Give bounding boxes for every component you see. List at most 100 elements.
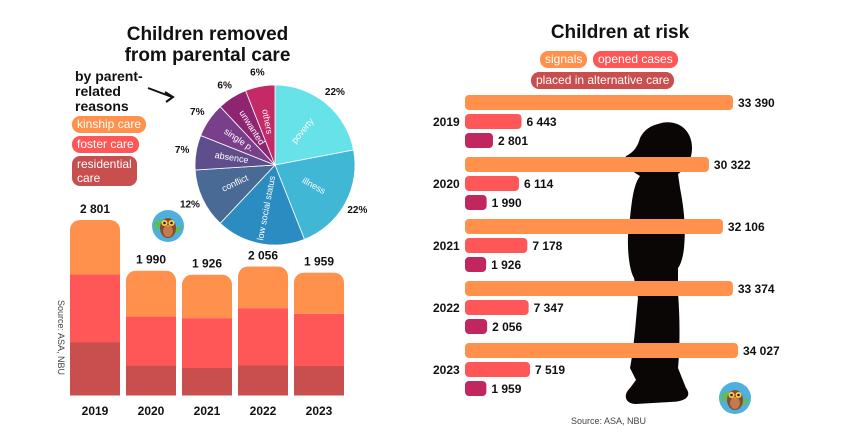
bar-segment-kinship-care	[294, 272, 344, 314]
x-tick-label: 2023	[306, 404, 333, 418]
pie-value-label: 7%	[190, 107, 205, 118]
title-line-2: from parental care	[124, 45, 291, 66]
hbar-value-label: 33 374	[738, 282, 775, 296]
x-tick-label: 2020	[138, 404, 165, 418]
pie-value-label: 22%	[347, 205, 367, 216]
y-tick-label: 2021	[433, 239, 460, 253]
pie-value-label: 12%	[180, 200, 200, 211]
hbar-placed-in-alternative-care-2021	[465, 257, 487, 272]
bar-total-label: 1 959	[304, 255, 334, 269]
y-tick-label: 2020	[433, 177, 460, 191]
hbar-placed-in-alternative-care-2023	[465, 381, 487, 396]
hbar-opened-cases-2020	[465, 176, 519, 191]
bar-segment-kinship-care	[182, 274, 232, 319]
y-tick-label: 2022	[433, 301, 460, 315]
title-line-1: Children removed	[126, 24, 289, 45]
bar-segment-foster-care	[238, 308, 288, 366]
bar-total-label: 2 801	[80, 202, 110, 216]
pie-category-label: others	[260, 108, 275, 135]
pie-slice-low-social-status	[219, 164, 305, 246]
hbar-value-label: 2 801	[498, 134, 528, 148]
bar-total-label: 2 056	[248, 249, 278, 263]
right-source: Source: ASA, NBU	[571, 416, 647, 426]
arrow-icon	[147, 87, 175, 103]
hbar-value-label: 33 390	[738, 96, 775, 110]
left-source: Source: ASA, NBU	[56, 300, 66, 376]
bar-segment-residential-care	[294, 365, 344, 396]
hbar-value-label: 1 990	[492, 196, 522, 210]
pie-value-label: 22%	[325, 87, 345, 98]
pie-value-label: 6%	[217, 80, 232, 91]
hbar-value-label: 32 106	[728, 220, 765, 234]
right-chart-title: Children at risk	[550, 22, 690, 43]
hbar-value-label: 34 027	[743, 344, 780, 358]
y-tick-label: 2019	[433, 115, 460, 129]
legend-foster-care: foster care	[72, 136, 139, 153]
stacked-bar-chart: 2 801 2019 1 990 2020 1 926 2021 2 056 2022 1 95…	[70, 202, 344, 418]
hbar-signals-2019	[465, 95, 733, 110]
pie-value-label: 6%	[250, 67, 265, 78]
pie-slice-poverty	[274, 84, 355, 166]
stacked-bar-2019	[70, 220, 120, 396]
bar-segment-foster-care	[182, 318, 232, 369]
hbar-placed-in-alternative-care-2020	[465, 195, 487, 210]
pie-subtitle: by parent- related reasons	[75, 69, 143, 114]
stacked-bar-2022	[238, 266, 288, 396]
hbar-signals-2020	[465, 157, 709, 172]
hbar-value-label: 30 322	[714, 158, 751, 172]
bar-segment-foster-care	[126, 316, 176, 366]
hbar-value-label: 7 178	[532, 239, 562, 253]
hbar-signals-2022	[465, 281, 733, 296]
bar-total-label: 1 990	[136, 253, 166, 267]
stacked-bar-2020	[126, 270, 176, 396]
subtitle-line: reasons	[75, 98, 129, 114]
legend-signals: signals	[540, 51, 588, 68]
subtitle-line: related	[75, 83, 121, 99]
bar-segment-kinship-care	[238, 266, 288, 309]
subtitle-line: by parent-	[75, 68, 143, 84]
legend-placed-in-alternative-care: placed in alternative care	[531, 72, 675, 89]
x-tick-label: 2019	[82, 404, 109, 418]
bar-segment-residential-care	[182, 367, 232, 396]
pie-slice-conflict	[194, 164, 276, 224]
hbar-placed-in-alternative-care-2019	[465, 133, 493, 148]
child-silhouette-icon	[624, 122, 692, 405]
hbar-placed-in-alternative-care-2022	[465, 319, 488, 334]
hbar-signals-2023	[465, 343, 738, 358]
hbar-value-label: 1 926	[491, 258, 521, 272]
hbar-opened-cases-2023	[465, 362, 530, 377]
bar-segment-foster-care	[70, 274, 120, 343]
bar-segment-residential-care	[238, 365, 288, 396]
bar-segment-kinship-care	[70, 220, 120, 275]
legend-residential-care: residential care	[72, 156, 137, 186]
bar-total-label: 1 926	[192, 257, 222, 271]
legend-kinship-care: kinship care	[72, 116, 147, 133]
hbar-signals-2021	[465, 219, 723, 234]
hbar-value-label: 7 347	[534, 301, 564, 315]
left-chart-title: Children removed from parental care	[100, 24, 315, 66]
hbar-opened-cases-2022	[465, 300, 529, 315]
hbar-opened-cases-2019	[465, 114, 522, 129]
y-tick-label: 2023	[433, 363, 460, 377]
hbar-value-label: 6 114	[524, 177, 554, 191]
stacked-bar-2023	[294, 272, 344, 396]
x-tick-label: 2021	[194, 404, 221, 418]
bar-segment-residential-care	[126, 365, 176, 396]
x-tick-label: 2022	[250, 404, 277, 418]
pie-slice-illness	[274, 149, 356, 240]
pie-slice-others	[245, 84, 276, 166]
hbar-value-label: 2 056	[492, 320, 522, 334]
owl-logo-icon	[719, 382, 751, 414]
hbar-value-label: 7 519	[535, 363, 565, 377]
bar-segment-foster-care	[294, 313, 344, 367]
owl-logo-icon	[152, 210, 184, 242]
pie-value-label: 7%	[175, 145, 190, 156]
legend-opened-cases: opened cases	[593, 51, 678, 68]
hbar-value-label: 6 443	[527, 115, 557, 129]
bar-segment-kinship-care	[126, 270, 176, 317]
stacked-bar-2021	[182, 274, 232, 396]
bar-segment-residential-care	[70, 341, 120, 396]
hbar-opened-cases-2021	[465, 238, 528, 253]
